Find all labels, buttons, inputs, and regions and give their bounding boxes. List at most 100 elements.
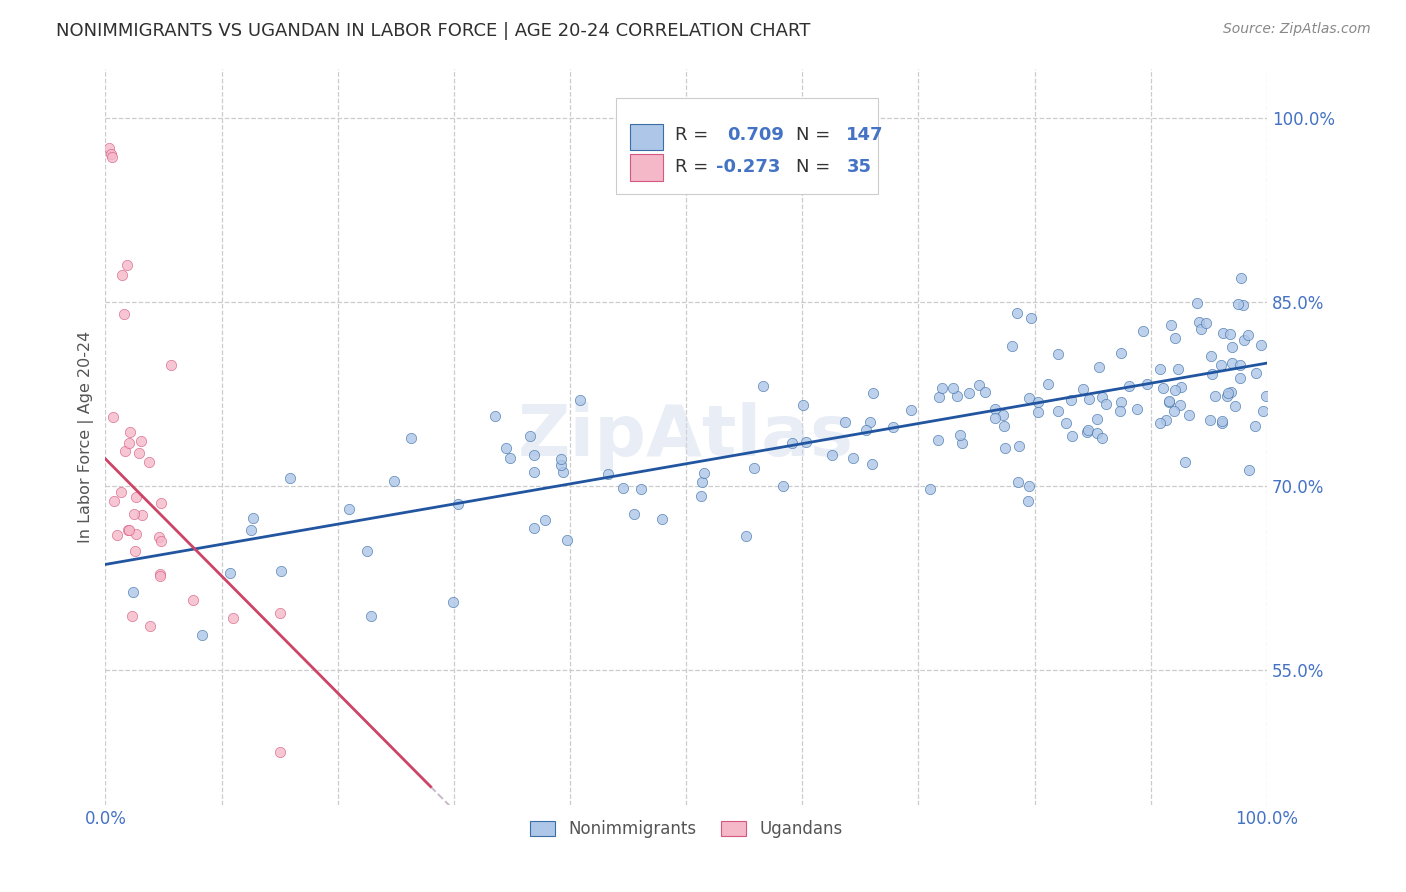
Point [942, 381, 965, 395]
Point [1239, 463, 1261, 477]
Point [1149, 361, 1171, 376]
Point [690, 475, 713, 489]
Point [1185, 296, 1208, 310]
Text: -0.273: -0.273 [716, 159, 780, 177]
Point [1007, 475, 1029, 489]
Point [1157, 395, 1180, 409]
Point [931, 381, 953, 395]
Point [1077, 423, 1099, 437]
Point [993, 408, 1015, 422]
Point [928, 390, 950, 404]
Point [1056, 417, 1078, 431]
Point [689, 489, 711, 503]
Point [1170, 380, 1192, 394]
Point [1109, 345, 1132, 359]
Point [124, 508, 146, 522]
Point [1149, 416, 1171, 430]
Point [1154, 413, 1177, 427]
Point [1160, 318, 1182, 333]
Point [122, 585, 145, 599]
Point [1216, 389, 1239, 403]
Point [1256, 389, 1278, 403]
Point [983, 401, 1005, 416]
Point [855, 423, 877, 437]
Point [1091, 431, 1114, 445]
Point [1036, 377, 1059, 392]
Point [860, 457, 883, 471]
Point [360, 609, 382, 624]
Text: R =: R = [675, 127, 707, 145]
Point [596, 467, 619, 482]
Point [219, 566, 242, 580]
Point [1189, 322, 1212, 336]
Text: R =: R = [675, 159, 707, 177]
Point [495, 441, 517, 455]
Text: ZipAtlas: ZipAtlas [519, 402, 853, 471]
Point [1017, 493, 1039, 508]
Point [100, 147, 122, 161]
Text: Source: ZipAtlas.com: Source: ZipAtlas.com [1223, 22, 1371, 37]
Point [1250, 338, 1272, 352]
Point [568, 393, 591, 408]
Point [949, 428, 972, 442]
Point [1152, 381, 1174, 395]
Point [834, 415, 856, 429]
Point [103, 494, 125, 508]
Point [550, 452, 572, 467]
Point [181, 593, 204, 607]
FancyBboxPatch shape [616, 98, 877, 194]
Point [859, 415, 882, 429]
Point [1227, 296, 1250, 310]
Point [920, 482, 942, 496]
Point [1164, 383, 1187, 397]
Point [97, 141, 120, 155]
Point [160, 358, 183, 372]
Point [1211, 416, 1233, 430]
Point [1167, 361, 1189, 376]
Point [555, 533, 578, 547]
Point [1028, 395, 1050, 409]
Point [623, 507, 645, 521]
Point [1222, 340, 1244, 354]
Point [1164, 331, 1187, 345]
Point [994, 441, 1017, 455]
Point [149, 566, 172, 581]
Text: 35: 35 [846, 159, 872, 177]
Point [399, 431, 422, 445]
Point [1005, 306, 1028, 320]
Point [1095, 397, 1118, 411]
Point [1233, 333, 1256, 347]
Point [117, 436, 139, 450]
Point [105, 527, 128, 541]
Point [792, 398, 814, 412]
Point [239, 523, 262, 537]
Point [149, 496, 172, 510]
Point [1008, 439, 1031, 453]
Point [1201, 368, 1223, 382]
Point [118, 523, 141, 537]
Point [751, 378, 773, 392]
Point [384, 474, 406, 488]
Point [1018, 391, 1040, 405]
Point [974, 384, 997, 399]
Point [693, 466, 716, 480]
Point [101, 410, 124, 425]
Text: 0.709: 0.709 [727, 127, 783, 145]
Point [772, 479, 794, 493]
Point [1230, 271, 1253, 285]
Point [138, 455, 160, 469]
Point [139, 618, 162, 632]
Point [1132, 324, 1154, 338]
Point [1232, 298, 1254, 312]
Point [882, 420, 904, 434]
Point [1211, 415, 1233, 429]
Point [927, 434, 949, 448]
Point [1212, 326, 1234, 341]
Point [115, 258, 138, 272]
Point [1229, 370, 1251, 384]
Point [523, 465, 546, 479]
Point [1073, 382, 1095, 396]
Point [1108, 404, 1130, 418]
Point [984, 411, 1007, 425]
Point [1168, 398, 1191, 412]
